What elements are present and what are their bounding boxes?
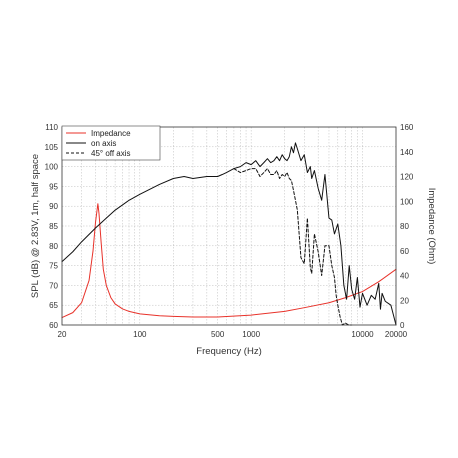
x-axis-title: Frequency (Hz) [196, 346, 261, 357]
legend-label-off-axis: 45° off axis [91, 149, 131, 158]
series-line-45-off-axis [233, 168, 353, 326]
legend-label-on-axis: on axis [91, 139, 116, 148]
y-tick-label-left: 105 [45, 143, 59, 152]
x-tick-label: 20 [58, 330, 67, 339]
x-tick-label: 20000 [385, 330, 408, 339]
y-tick-label-right: 0 [400, 321, 405, 330]
legend: Impedance on axis 45° off axis [61, 125, 161, 161]
y-axis-title-right: Impedance (Ohm) [426, 188, 437, 265]
y-tick-label-left: 100 [45, 163, 59, 172]
y-tick-label-left: 80 [49, 242, 58, 251]
y-tick-label-right: 40 [400, 272, 409, 281]
x-tick-label: 1000 [242, 330, 260, 339]
plot-frame [61, 126, 397, 326]
tick-labels: 20 100 500 1000 10000 20000606570758085909510… [45, 123, 414, 339]
x-tick-label: 500 [211, 330, 225, 339]
series-line-on-axis [61, 142, 397, 326]
y-tick-label-left: 60 [49, 321, 58, 330]
y-tick-label-left: 110 [45, 123, 58, 132]
legend-label-impedance: Impedance [91, 129, 131, 138]
y-tick-label-left: 65 [49, 301, 58, 310]
y-tick-label-right: 60 [400, 247, 409, 256]
x-tick-label: 10000 [351, 330, 374, 339]
y-tick-label-left: 75 [49, 262, 58, 271]
y-tick-label-right: 100 [400, 197, 414, 206]
y-tick-label-right: 20 [400, 296, 409, 305]
y-tick-label-right: 160 [400, 123, 414, 132]
y-tick-label-left: 90 [49, 202, 58, 211]
plot-border [61, 126, 397, 326]
series-curves [61, 142, 397, 326]
series-line-impedance [61, 203, 397, 319]
y-tick-label-right: 120 [400, 173, 414, 182]
y-axis-title-left: SPL (dB) @ 2.83V, 1m, half space [30, 154, 41, 298]
y-tick-label-right: 80 [400, 222, 409, 231]
y-tick-label-left: 70 [49, 281, 58, 290]
y-tick-label-left: 95 [49, 182, 58, 191]
x-tick-label: 100 [133, 330, 147, 339]
y-tick-label-left: 85 [49, 222, 58, 231]
y-tick-label-right: 140 [400, 148, 414, 157]
